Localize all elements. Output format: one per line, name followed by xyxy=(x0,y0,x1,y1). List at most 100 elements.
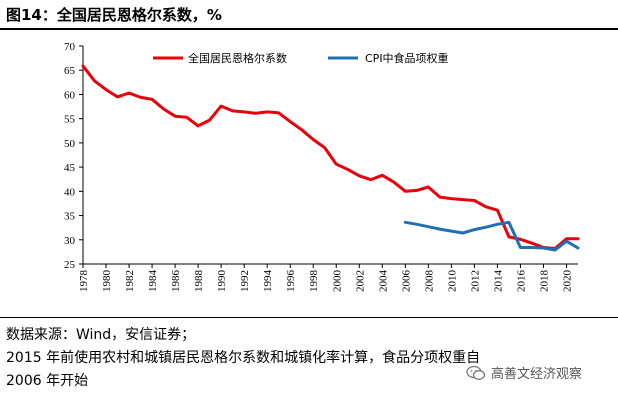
engel-point xyxy=(450,197,452,199)
cpi-food-weight-line xyxy=(403,220,580,252)
wechat-icon xyxy=(466,365,486,380)
chart-title: 图14：全国居民恩格尔系数，% xyxy=(6,6,222,24)
y-tick-label: 35 xyxy=(64,211,76,223)
y-axis: 25 30 35 40 45 50 55 60 65 70 xyxy=(64,41,84,271)
cpi-food-point xyxy=(450,230,452,232)
x-tick-label: 1986 xyxy=(170,270,182,293)
x-tick-label: 2014 xyxy=(492,269,504,292)
engel-point xyxy=(519,238,521,240)
engel-point xyxy=(370,179,372,181)
x-tick-label: 2006 xyxy=(400,270,412,293)
cpi-food-point xyxy=(416,223,418,225)
engel-point xyxy=(151,98,153,100)
engel-point xyxy=(243,111,245,113)
engel-point xyxy=(289,120,291,122)
source-line-3: 2006 年开始 xyxy=(6,373,89,389)
y-tick-label: 65 xyxy=(64,65,76,77)
x-tick-label: 1998 xyxy=(308,270,320,293)
y-tick-label: 50 xyxy=(64,138,76,150)
x-tick-label: 1982 xyxy=(124,270,136,292)
bottom-rule xyxy=(0,317,618,318)
x-tick-label: 2008 xyxy=(423,270,435,293)
y-tick-label: 40 xyxy=(64,186,76,198)
engel-point xyxy=(139,96,141,98)
x-tick-label: 2002 xyxy=(354,270,366,292)
engel-point xyxy=(278,112,280,114)
engel-point xyxy=(312,138,314,140)
engel-point xyxy=(347,168,349,170)
engel-point xyxy=(565,238,567,240)
cpi-food-point xyxy=(531,246,533,248)
x-tick-label: 1984 xyxy=(147,270,159,293)
cpi-food-point xyxy=(542,247,544,249)
engel-point xyxy=(508,236,510,238)
cpi-food-point xyxy=(496,223,498,225)
engel-point xyxy=(531,242,533,244)
engel-point xyxy=(427,186,429,188)
engel-point xyxy=(485,206,487,208)
x-tick-label: 2010 xyxy=(446,270,458,293)
x-tick-label: 1996 xyxy=(285,270,297,293)
x-tick-label: 1990 xyxy=(216,270,228,293)
engel-point xyxy=(82,65,84,67)
engel-point xyxy=(208,119,210,121)
engel-point xyxy=(185,116,187,118)
watermark-text: 高善文经济观察 xyxy=(491,367,583,382)
x-tick-label: 2004 xyxy=(377,270,389,293)
legend-label-cpi-food: CPI中食品项权重 xyxy=(365,51,449,65)
top-rule xyxy=(0,28,618,30)
cpi-food-point xyxy=(554,249,556,251)
watermark: 高善文经济观察 xyxy=(466,363,582,382)
engel-coefficient-line xyxy=(81,64,580,250)
cpi-food-point xyxy=(473,228,475,230)
x-tick-label: 2018 xyxy=(538,270,550,293)
engel-point xyxy=(439,196,441,198)
x-axis: 1978 1980 1982 1984 1986 1988 1990 1992 1994 1996… xyxy=(78,263,578,293)
engel-point xyxy=(162,108,164,110)
engel-point xyxy=(128,92,130,94)
engel-point xyxy=(266,111,268,113)
y-tick-label: 60 xyxy=(64,89,76,101)
engel-point xyxy=(93,80,95,82)
line-chart: 25 30 35 40 45 50 55 60 65 70 1978 1980 1982 1984 198… xyxy=(64,41,580,293)
engel-point xyxy=(462,198,464,200)
engel-point xyxy=(577,238,579,240)
cpi-food-point xyxy=(485,226,487,228)
source-notes: 数据来源：Wind，安信证券； 2015 年前使用农村和城镇居民恩格尔系数和城镇… xyxy=(6,324,480,393)
cpi-food-point xyxy=(439,228,441,230)
engel-point xyxy=(473,199,475,201)
x-tick-label: 1994 xyxy=(262,270,274,293)
y-tick-label: 30 xyxy=(64,235,76,247)
engel-point xyxy=(393,181,395,183)
engel-point xyxy=(335,163,337,165)
engel-point xyxy=(358,175,360,177)
engel-point xyxy=(232,110,234,112)
x-tick-label: 1980 xyxy=(101,270,113,293)
x-tick-label: 1978 xyxy=(78,270,90,293)
series-lines xyxy=(81,64,580,252)
cpi-food-point xyxy=(577,247,579,249)
x-tick-label: 2016 xyxy=(515,270,527,293)
x-tick-label: 2012 xyxy=(469,270,481,292)
source-line-1: 数据来源：Wind，安信证券； xyxy=(6,327,196,343)
engel-point xyxy=(416,189,418,191)
legend: 全国居民恩格尔系数 CPI中食品项权重 xyxy=(153,51,449,65)
y-tick-label: 70 xyxy=(64,41,76,53)
engel-point xyxy=(381,174,383,176)
cpi-food-point xyxy=(519,246,521,248)
engel-point xyxy=(197,125,199,127)
y-tick-label: 55 xyxy=(64,114,76,126)
engel-point xyxy=(174,115,176,117)
engel-point xyxy=(404,190,406,192)
engel-point xyxy=(496,209,498,211)
x-tick-label: 2000 xyxy=(331,270,343,293)
engel-point xyxy=(105,88,107,90)
cpi-food-point xyxy=(427,226,429,228)
y-tick-label: 25 xyxy=(64,259,76,271)
engel-point xyxy=(116,96,118,98)
cpi-food-point xyxy=(508,221,510,223)
y-tick-label: 45 xyxy=(64,162,76,174)
engel-point xyxy=(220,105,222,107)
x-tick-label: 1988 xyxy=(193,270,205,293)
engel-point xyxy=(255,112,257,114)
